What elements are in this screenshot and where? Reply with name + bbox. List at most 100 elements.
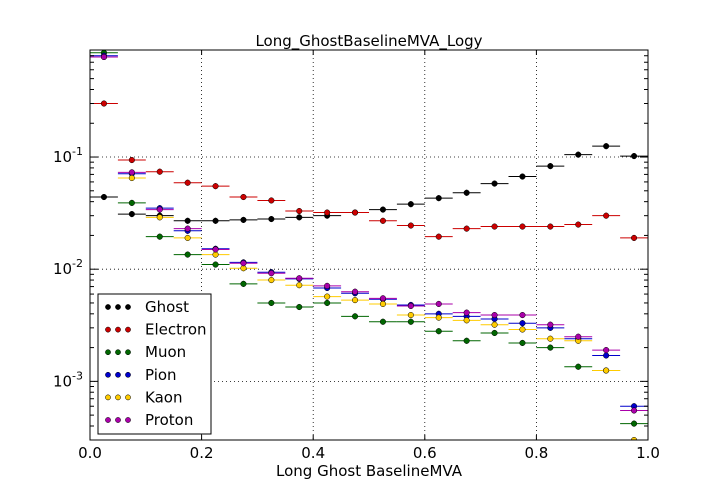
data-point — [631, 420, 638, 427]
data-point — [352, 209, 359, 216]
data-point — [296, 275, 303, 282]
data-point — [435, 233, 442, 240]
data-point — [379, 217, 387, 224]
legend-marker — [115, 371, 121, 378]
data-point — [603, 367, 610, 374]
data-point — [575, 221, 582, 228]
data-point — [547, 223, 554, 230]
data-point — [379, 300, 387, 307]
legend-marker — [125, 304, 131, 310]
data-point — [435, 300, 442, 307]
legend-label: Electron — [145, 321, 207, 339]
legend-marker — [125, 394, 131, 401]
data-point — [407, 312, 414, 319]
data-point — [156, 206, 163, 213]
data-point — [603, 347, 610, 354]
data-point — [324, 299, 331, 307]
chart-title: Long_GhostBaselineMVA_Logy — [255, 32, 482, 51]
data-point — [575, 363, 582, 370]
data-point — [128, 199, 135, 206]
data-point — [491, 312, 498, 319]
legend-marker — [105, 417, 111, 423]
data-point — [268, 277, 275, 284]
data-point — [575, 333, 582, 340]
legend-item: Proton — [105, 411, 193, 429]
legend-item: Muon — [105, 343, 186, 361]
data-point — [352, 313, 359, 320]
data-point — [240, 193, 247, 201]
data-point — [379, 295, 387, 302]
y-tick-label: 10-1 — [53, 145, 83, 166]
data-point — [631, 234, 638, 241]
data-point — [184, 217, 191, 224]
data-point — [379, 318, 387, 325]
data-point — [240, 280, 247, 287]
series-electron — [90, 100, 648, 241]
data-point — [212, 217, 219, 224]
data-point — [519, 339, 526, 346]
axes: 0.0 0.2 0.4 0.6 0.8 1.0 10-3 10-2 10-1 — [53, 49, 660, 462]
legend-marker — [105, 349, 111, 356]
legend-box — [97, 293, 212, 435]
legend-marker — [105, 371, 111, 378]
data-point — [575, 151, 582, 158]
data-point — [379, 206, 387, 213]
data-point — [212, 246, 219, 253]
legend-marker — [125, 371, 131, 378]
legend-item: Pion — [105, 366, 177, 384]
data-point — [491, 321, 498, 328]
data-point — [463, 225, 470, 232]
x-tick-label: 0.4 — [301, 444, 325, 462]
data-point — [352, 288, 359, 295]
y-tick-label: 10-3 — [53, 369, 83, 390]
data-point — [463, 317, 470, 324]
data-point — [296, 303, 303, 311]
series-ghost — [90, 143, 648, 224]
legend-marker — [105, 394, 111, 401]
data-point — [100, 100, 107, 107]
data-point — [212, 251, 219, 258]
data-point — [100, 193, 107, 201]
data-point — [519, 223, 526, 230]
data-point — [324, 209, 331, 216]
data-point — [547, 321, 554, 328]
data-point — [631, 436, 638, 440]
data-point — [212, 183, 219, 190]
data-point — [156, 214, 163, 221]
legend-label: Pion — [145, 366, 177, 384]
x-tick-label: 0.6 — [413, 444, 437, 462]
data-point — [519, 320, 526, 327]
data-point — [491, 329, 498, 337]
legend-marker — [115, 417, 121, 423]
data-point — [296, 282, 303, 289]
data-point — [519, 173, 526, 180]
legend-marker — [105, 326, 111, 333]
data-point — [407, 201, 414, 208]
data-point — [156, 168, 163, 175]
data-point — [296, 214, 303, 221]
data-point — [463, 189, 470, 196]
data-point — [128, 211, 135, 218]
data-point — [240, 260, 247, 267]
legend-marker — [125, 417, 131, 423]
legend-item: Electron — [105, 321, 207, 339]
data-point — [128, 174, 135, 182]
data-point — [268, 215, 275, 223]
data-point — [407, 222, 414, 229]
data-point — [128, 169, 135, 176]
legend-label: Muon — [145, 343, 186, 361]
data-point — [547, 163, 554, 170]
legend: Ghost Electron Muon Pion Kaon Proton — [97, 293, 212, 435]
data-point — [547, 335, 554, 342]
data-point — [352, 297, 359, 304]
data-point — [296, 207, 303, 215]
legend-label: Ghost — [145, 298, 189, 316]
data-point — [268, 197, 275, 204]
legend-marker — [115, 349, 121, 356]
data-point — [268, 270, 275, 277]
series-muon — [90, 50, 648, 427]
legend-marker — [125, 326, 131, 333]
plot-area — [90, 50, 648, 440]
legend-marker — [105, 304, 111, 310]
x-tick-label: 0.2 — [190, 444, 214, 462]
